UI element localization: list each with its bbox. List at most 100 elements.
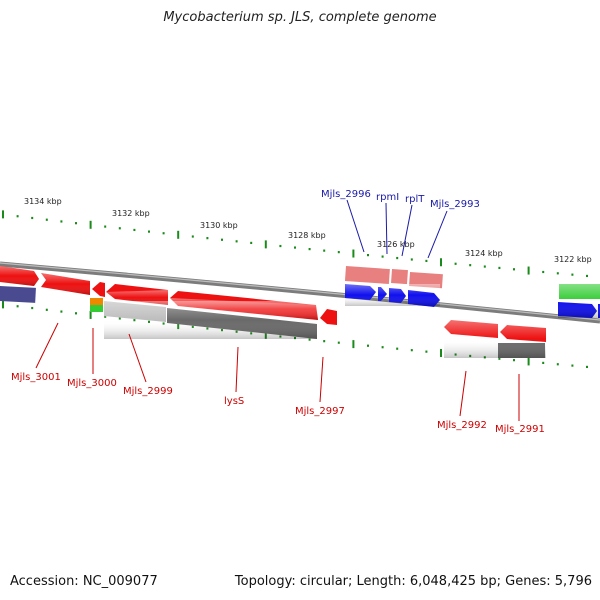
kbp-label-3128: 3128 kbp: [288, 231, 326, 240]
inner-tick-mark: [556, 363, 559, 366]
inner-tick-mark: [89, 310, 92, 319]
outer-tick-mark: [440, 258, 442, 267]
gene-orange-block[interactable]: [90, 298, 103, 305]
inner-tick-mark: [440, 348, 442, 357]
kbp-label-3122: 3122 kbp: [554, 255, 592, 264]
gene-label-mjls-3000[interactable]: Mjls_3000: [67, 378, 117, 389]
inner-tick-mark: [45, 308, 48, 311]
inner-tick-mark: [60, 310, 63, 313]
outer-tick-mark: [498, 266, 501, 270]
accession-text: Accession: NC_009077: [10, 574, 158, 589]
gene-shading: [0, 266, 600, 358]
gene-green-block[interactable]: [90, 305, 103, 312]
gene-red-arrow[interactable]: [92, 282, 105, 297]
gene-label-mjls-3001[interactable]: Mjls_3001: [11, 372, 61, 383]
outer-tick-mark: [556, 272, 559, 275]
outer-tick-mark: [279, 244, 282, 248]
outer-tick-mark: [177, 230, 180, 239]
outer-tick-mark: [206, 237, 209, 240]
outer-tick-mark: [16, 215, 19, 218]
outer-tick-mark: [294, 246, 296, 249]
outer-tick-mark: [162, 232, 165, 235]
kbp-label-3134: 3134 kbp: [24, 197, 62, 206]
gene-label-rpmi[interactable]: rpmI: [376, 192, 399, 203]
inner-tick-mark: [337, 341, 340, 344]
kbp-scale: 3134 kbp 3132 kbp 3130 kbp 3128 kbp 3126…: [24, 197, 592, 264]
outer-tick-mark: [454, 262, 457, 265]
gene-pink-block[interactable]: [344, 266, 390, 285]
kbp-label-3126: 3126 kbp: [377, 240, 415, 249]
outer-tick-mark: [148, 230, 150, 233]
outer-tick-mark: [542, 270, 545, 274]
inner-tick-mark: [75, 312, 77, 315]
outer-tick-mark: [89, 220, 92, 229]
inner-tick-mark: [381, 346, 384, 349]
kbp-label-3132: 3132 kbp: [112, 209, 150, 218]
inner-tick-mark: [527, 357, 530, 366]
outer-tick-mark: [483, 265, 486, 268]
inner-tick-mark: [31, 306, 34, 310]
inner-tick-mark: [16, 305, 19, 308]
outer-tick-mark: [235, 240, 238, 243]
inner-tick-mark: [498, 357, 501, 360]
outer-tick-mark: [45, 218, 48, 221]
inner-tick-mark: [2, 300, 4, 309]
gene-navy-block[interactable]: [0, 286, 36, 303]
gene-label-mjls-2991[interactable]: Mjls_2991: [495, 424, 545, 435]
outer-tick-mark: [410, 258, 413, 261]
inner-tick-mark: [308, 338, 311, 341]
outer-tick-mark: [2, 210, 4, 219]
outer-tick-mark: [571, 273, 574, 276]
outer-tick-mark: [381, 255, 384, 258]
outer-tick-mark: [396, 256, 399, 260]
inner-tick-mark: [396, 347, 399, 350]
outer-tick-mark: [191, 235, 194, 238]
inner-tick-mark: [586, 365, 588, 369]
outer-tick-mark: [352, 249, 355, 258]
inner-tick-mark: [352, 340, 355, 349]
top-gene-labels: Mjls_2996 rpmI rplT Mjls_2993: [321, 189, 480, 210]
bottom-gene-labels: Mjls_3001 Mjls_3000 Mjls_2999 lysS Mjls_…: [11, 372, 545, 435]
outer-tick-mark: [586, 274, 588, 278]
gene-label-mjls-2997[interactable]: Mjls_2997: [295, 406, 345, 417]
outer-tick-mark: [425, 259, 428, 263]
gene-label-rplt[interactable]: rplT: [405, 194, 425, 205]
gene-pink-block[interactable]: [391, 269, 408, 285]
genome-summary-text: Topology: circular; Length: 6,048,425 bp…: [234, 574, 592, 589]
outer-tick-mark: [118, 227, 121, 230]
outer-tick-mark: [133, 228, 136, 232]
gene-label-mjls-2999[interactable]: Mjls_2999: [123, 386, 173, 397]
gene-label-lyss[interactable]: lysS: [224, 396, 244, 407]
outer-tick-mark: [337, 251, 340, 254]
inner-tick-mark: [367, 344, 369, 347]
outer-tick-track: [2, 210, 588, 278]
outer-tick-mark: [323, 249, 326, 252]
outer-tick-mark: [527, 266, 530, 275]
outer-tick-mark: [31, 216, 34, 220]
outer-tick-mark: [469, 264, 472, 267]
outer-tick-mark: [513, 268, 515, 271]
outer-tick-mark: [75, 222, 77, 225]
outer-tick-mark: [104, 225, 107, 228]
gene-red-arrow[interactable]: [320, 309, 337, 325]
outer-tick-mark: [264, 240, 267, 249]
top-leader-lines: [346, 199, 448, 259]
inner-tick-mark: [542, 361, 545, 364]
outer-tick-mark: [60, 220, 63, 223]
outer-tick-mark: [308, 248, 311, 251]
gene-label-mjls-2996[interactable]: Mjls_2996: [321, 189, 371, 200]
gene-label-mjls-2993[interactable]: Mjls_2993: [430, 199, 480, 210]
outer-tick-mark: [250, 241, 253, 245]
inner-tick-mark: [410, 349, 413, 352]
inner-tick-mark: [323, 340, 326, 343]
kbp-label-3130: 3130 kbp: [200, 221, 238, 230]
map-title: Mycobacterium sp. JLS, complete genome: [163, 10, 437, 25]
genome-backbone: [0, 261, 600, 324]
gene-label-mjls-2992[interactable]: Mjls_2992: [437, 420, 487, 431]
genome-backbone-highlight: [0, 262, 600, 321]
inner-tick-mark: [571, 364, 574, 367]
kbp-label-3124: 3124 kbp: [465, 249, 503, 258]
outer-tick-mark: [367, 254, 369, 257]
outer-tick-mark: [221, 238, 223, 241]
